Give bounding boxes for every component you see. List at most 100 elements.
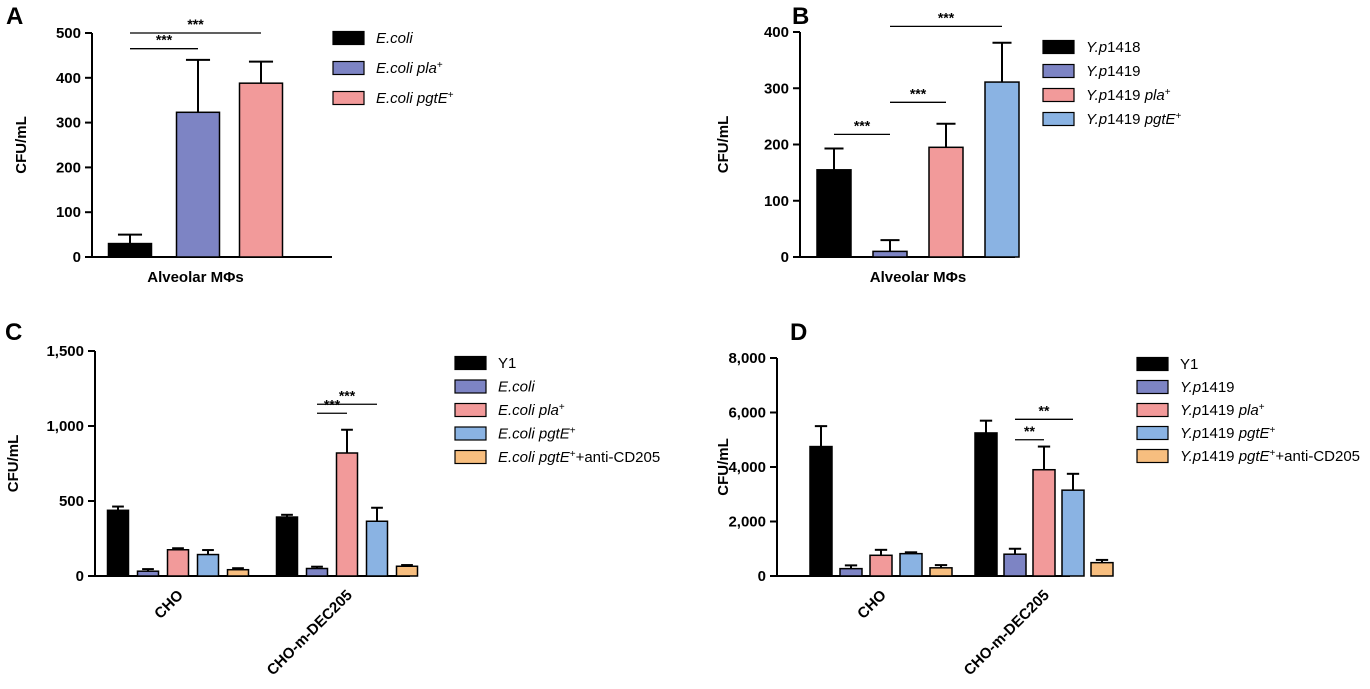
bar [974,432,998,577]
bar [107,242,153,258]
legend-label-part: 1419 [1201,379,1234,396]
panel-d: D 0 2,000 4,000 6,000 8,000 CFU/mL CHO CHO-m-DEC… [715,319,1360,679]
y-axis-label: CFU/mL [13,116,30,174]
legend-swatch [454,426,487,441]
bar [1032,468,1056,577]
y-tick-label: 200 [764,137,789,154]
bar [238,82,284,258]
legend-swatch [454,379,487,394]
y-tick-label: 300 [56,115,81,132]
legend-label-part: E.coli pgtE [498,449,571,466]
legend-label-part: + [437,60,443,71]
legend-label-part: 1419 [1107,63,1140,80]
legend-label-part: pgtE [1238,425,1271,442]
panel-letter: D [790,319,807,346]
legend-swatch [1042,111,1075,127]
legend-label: Y.p1419 pla+ [1180,402,1265,420]
bar [809,445,833,577]
group-label: Alveolar MΦs [147,269,244,286]
bar [395,565,419,577]
legend-swatch [1136,356,1169,372]
bar [275,516,299,577]
legend-label-part: Y.p [1180,448,1201,465]
panel-letter: A [6,3,23,30]
legend-label-part: + [1165,87,1171,98]
y-tick-label: 2,000 [728,514,766,531]
legend-label: Y.p1418 [1086,39,1141,56]
y-tick-label: 500 [56,25,81,42]
bar [226,568,250,577]
legend-label-part: +anti-CD205 [576,449,661,466]
y-axis-label: CFU/mL [5,435,22,493]
legend-label-part: + [1176,111,1182,122]
legend-label-part: + [559,402,565,413]
legend-label-part: pgtE [1144,111,1177,128]
panel-b: B 0 100 200 300 400 CFU/mL Alveolar MΦs *** *** **… [715,3,1182,286]
bar [899,552,923,577]
legend-label: E.coli pgtE+ [376,90,454,108]
legend-swatch [332,60,365,76]
legend-label-part: + [1270,448,1276,459]
bar [175,111,221,258]
legend-label-part: 1419 [1201,425,1239,442]
bar [1090,561,1114,577]
legend-label-part: Y1 [1180,356,1198,373]
legend-label: Y.p1419 pgtE+ [1086,111,1182,129]
legend-swatch [332,90,365,106]
bar [1003,553,1027,577]
y-tick-label: 1,500 [46,343,84,360]
legend-label-part: + [1259,402,1265,413]
legend-label-part: E.coli pla [498,402,559,419]
bar [106,509,130,577]
y-tick-label: 100 [56,204,81,221]
legend-swatch [1042,87,1075,103]
legend-label-part: Y.p [1086,39,1107,56]
y-tick-label: 0 [781,249,789,266]
legend-label-part: +anti-CD205 [1275,448,1360,465]
y-axis-label: CFU/mL [715,116,732,174]
bar [166,549,190,577]
legend-label-part: 1419 [1107,111,1145,128]
legend-label: Y1 [498,355,516,372]
legend-label-part: + [570,449,576,460]
legend-swatch [454,355,487,371]
legend-label: Y.p1419 pla+ [1086,87,1171,105]
legend-label-part: + [448,90,454,101]
y-tick-label: 500 [59,493,84,510]
legend-label: E.coli pla+ [376,60,443,78]
legend-label-part: E.coli pla [376,60,437,77]
group-label: CHO-m-DEC205 [961,587,1053,679]
significance-label: *** [854,117,871,133]
significance-label: ** [1024,423,1035,439]
bar [196,553,220,577]
legend-label-part: Y.p [1180,425,1201,442]
y-tick-label: 400 [764,24,789,41]
y-tick-label: 6,000 [728,405,766,422]
bar [984,81,1020,258]
legend-label-part: + [1270,425,1276,436]
legend-label: Y.p1419 pgtE+ [1180,425,1276,443]
legend-label-part: E.coli pgtE [498,426,571,443]
legend-label: E.coli pgtE++anti-CD205 [498,449,660,467]
legend-swatch [1136,425,1169,441]
bar [816,169,852,258]
y-tick-label: 300 [764,80,789,97]
legend-swatch [454,449,487,465]
bar [839,567,863,577]
legend-label-part: 1419 [1201,448,1239,465]
group-label: Alveolar MΦs [870,269,967,286]
significance-label: ** [1039,402,1050,418]
legend-swatch [1136,379,1169,395]
y-tick-label: 200 [56,159,81,176]
legend-swatch [454,402,487,418]
legend-label: E.coli pla+ [498,402,565,420]
legend-label-part: E.coli [376,30,413,47]
significance-label: *** [156,32,173,48]
bar [305,567,329,577]
y-tick-label: 0 [758,568,766,585]
panel-letter: B [792,3,809,30]
legend-swatch [332,30,365,46]
bar [335,452,359,577]
